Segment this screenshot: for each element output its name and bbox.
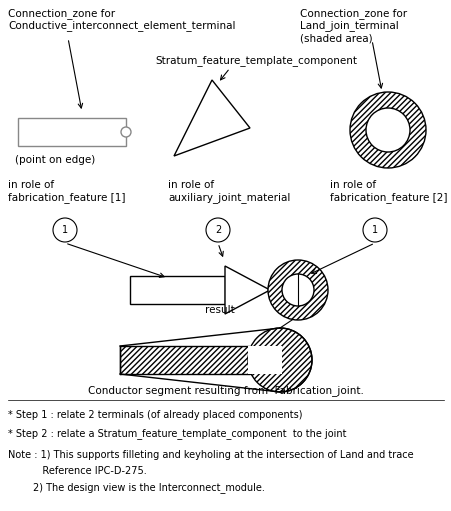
Text: Connection_zone for
Conductive_interconnect_element_terminal: Connection_zone for Conductive_interconn… bbox=[8, 8, 235, 31]
Text: 1: 1 bbox=[62, 225, 68, 235]
Circle shape bbox=[281, 274, 313, 306]
Text: Connection_zone for
Land_join_terminal
(shaded area): Connection_zone for Land_join_terminal (… bbox=[299, 8, 406, 43]
Text: 2: 2 bbox=[214, 225, 221, 235]
Circle shape bbox=[248, 328, 311, 392]
Text: Note : 1) This supports filleting and keyholing at the intersection of Land and : Note : 1) This supports filleting and ke… bbox=[8, 450, 413, 460]
Bar bbox=[18, 118, 126, 146]
Circle shape bbox=[267, 260, 327, 320]
Circle shape bbox=[365, 108, 409, 152]
Circle shape bbox=[206, 218, 230, 242]
Text: Conductor segment resulting from  Fabrication_joint.: Conductor segment resulting from Fabrica… bbox=[88, 385, 363, 396]
Bar bbox=[130, 276, 225, 304]
Text: Stratum_feature_template_component: Stratum_feature_template_component bbox=[155, 55, 356, 66]
Text: in role of
fabrication_feature [1]: in role of fabrication_feature [1] bbox=[8, 180, 125, 202]
Text: in role of
fabrication_feature [2]: in role of fabrication_feature [2] bbox=[329, 180, 446, 202]
Polygon shape bbox=[225, 266, 269, 314]
Circle shape bbox=[121, 127, 131, 137]
Text: result: result bbox=[205, 305, 235, 315]
Bar bbox=[120, 346, 249, 374]
Circle shape bbox=[53, 218, 77, 242]
Circle shape bbox=[349, 92, 425, 168]
Text: Reference IPC-D-275.: Reference IPC-D-275. bbox=[8, 466, 147, 476]
Text: (point on edge): (point on edge) bbox=[15, 155, 95, 165]
Bar bbox=[248, 346, 281, 374]
Text: * Step 1 : relate 2 terminals (of already placed components): * Step 1 : relate 2 terminals (of alread… bbox=[8, 410, 302, 420]
Polygon shape bbox=[174, 80, 249, 156]
Text: * Step 2 : relate a Stratum_feature_template_component  to the joint: * Step 2 : relate a Stratum_feature_temp… bbox=[8, 428, 346, 439]
Text: 2) The design view is the Interconnect_module.: 2) The design view is the Interconnect_m… bbox=[8, 482, 264, 493]
Circle shape bbox=[362, 218, 386, 242]
Text: 1: 1 bbox=[371, 225, 377, 235]
Text: in role of
auxiliary_joint_material: in role of auxiliary_joint_material bbox=[168, 180, 290, 202]
